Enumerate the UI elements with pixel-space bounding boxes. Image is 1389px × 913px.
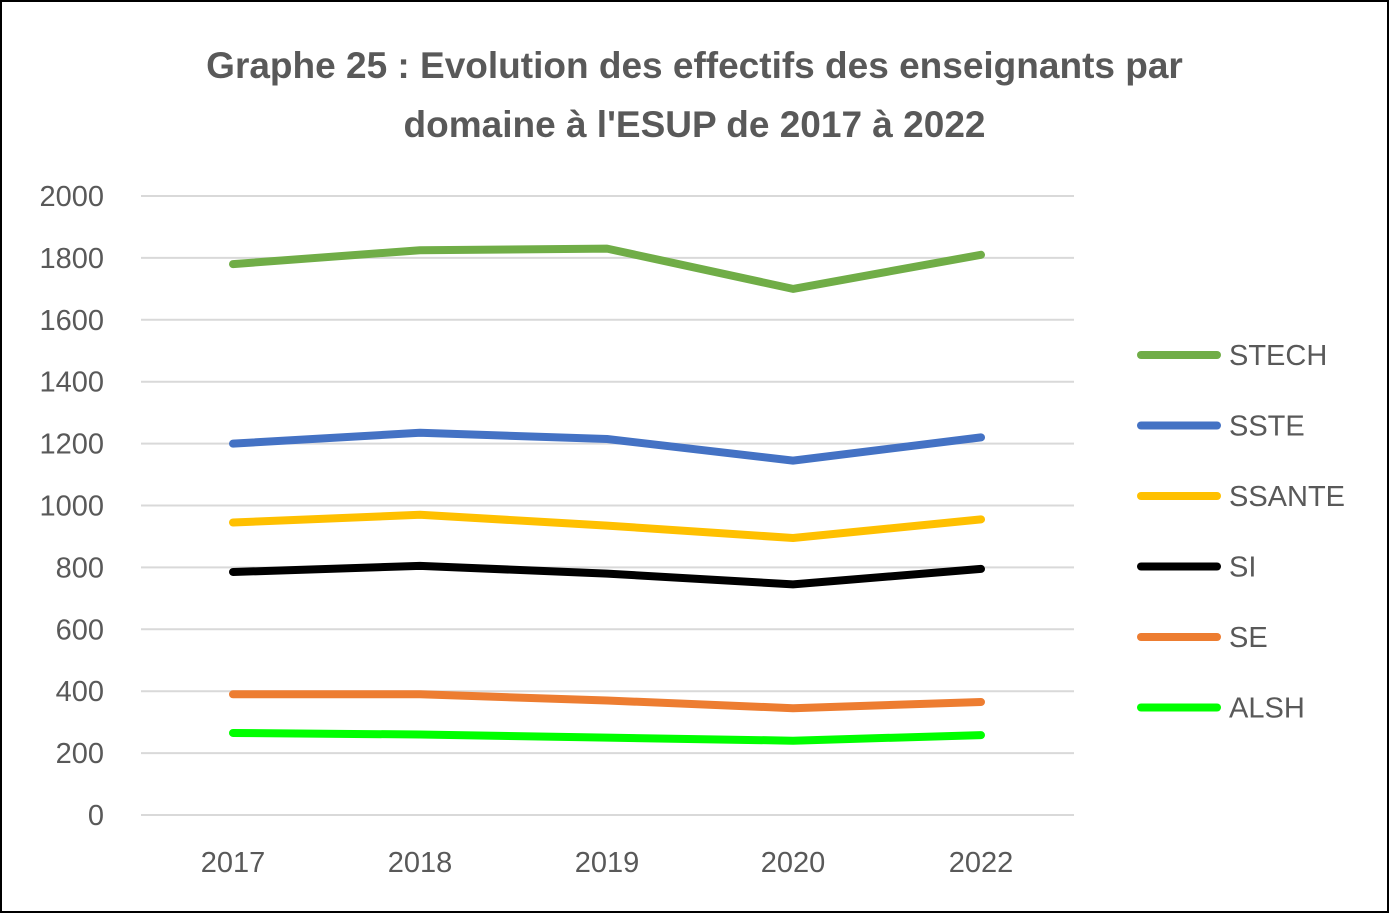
legend-label: SSANTE [1229, 481, 1345, 513]
y-tick-label: 800 [56, 552, 104, 584]
y-tick-label: 1000 [39, 491, 104, 523]
legend-label: SI [1229, 552, 1256, 584]
chart-title-line-1: Graphe 25 : Evolution des effectifs des … [206, 45, 1183, 86]
y-tick-label: 400 [56, 676, 104, 708]
series-line-si [229, 561, 985, 589]
legend-item-ssante: SSANTE [1137, 481, 1345, 513]
x-axis-tick-labels: 2017 2018 2019 2020 2022 [201, 847, 1014, 879]
series-line-se [229, 690, 985, 713]
x-tick-label: 2022 [949, 847, 1014, 879]
chart-title-line-2: domaine à l'ESUP de 2017 à 2022 [403, 104, 986, 145]
x-tick-label: 2018 [388, 847, 453, 879]
legend-label: SSTE [1229, 411, 1305, 443]
y-tick-label: 1400 [39, 367, 104, 399]
series-lines [229, 244, 985, 745]
legend-item-alsh: ALSH [1137, 693, 1305, 725]
chart-title: Graphe 25 : Evolution des effectifs des … [0, 36, 1389, 154]
y-tick-label: 1800 [39, 243, 104, 275]
series-line-sste [229, 428, 985, 465]
legend: STECH SSTE SSANTE SI SE ALSH [1137, 340, 1345, 725]
x-tick-label: 2020 [761, 847, 826, 879]
legend-item-stech: STECH [1137, 340, 1327, 372]
x-tick-label: 2017 [201, 847, 266, 879]
y-tick-label: 1600 [39, 305, 104, 337]
legend-label: SE [1229, 622, 1268, 654]
y-tick-label: 200 [56, 738, 104, 770]
series-line-alsh [229, 729, 985, 745]
legend-label: STECH [1229, 340, 1327, 372]
legend-item-se: SE [1137, 622, 1268, 654]
y-axis-tick-labels: 0 200 400 600 800 1000 1200 1400 1600 1800 2000 [39, 181, 104, 832]
legend-label: ALSH [1229, 693, 1305, 725]
x-tick-label: 2019 [575, 847, 640, 879]
y-tick-label: 0 [88, 800, 104, 832]
y-tick-label: 600 [56, 614, 104, 646]
y-tick-label: 1200 [39, 429, 104, 461]
gridlines [141, 195, 1074, 816]
y-tick-label: 2000 [39, 181, 104, 213]
series-line-stech [229, 244, 985, 293]
series-line-ssante [229, 510, 985, 542]
legend-item-si: SI [1137, 552, 1256, 584]
legend-item-sste: SSTE [1137, 411, 1305, 443]
